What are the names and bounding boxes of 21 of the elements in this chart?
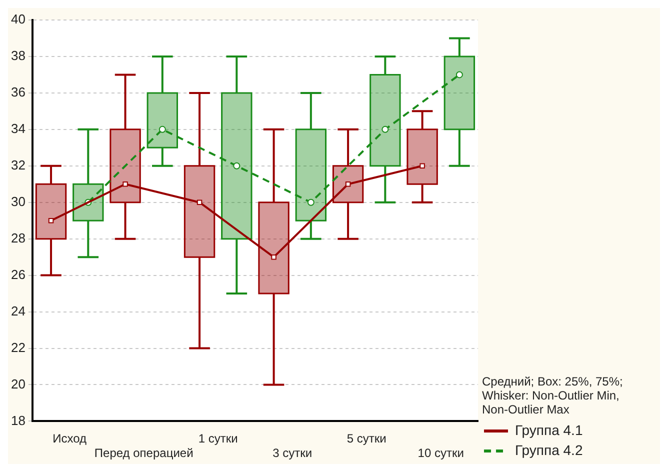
y-tick-label: 28 — [10, 230, 26, 246]
x-tick-label: 3 сутки — [272, 446, 312, 460]
x-tick-label: Перед операцией — [94, 446, 194, 460]
y-tick-label: 32 — [10, 157, 26, 172]
y-tick-label: 26 — [10, 266, 26, 282]
y-tick-label: 34 — [10, 120, 26, 136]
legend-label: Группа 4.1 — [515, 422, 583, 438]
text: Средний; Box: 25%, 75%; Whisker: Non-Outlier Min, Non-Outlier Max — [482, 374, 623, 416]
y-tick-label: 18 — [10, 412, 26, 428]
y-tick-label: 20 — [10, 376, 26, 392]
y-tick-label: 36 — [10, 84, 26, 100]
legend-label: Группа 4.2 — [515, 442, 583, 458]
y-tick-label: 40 — [10, 12, 26, 27]
y-tick-label: 30 — [10, 194, 26, 209]
x-tick-label: 5 сутки — [346, 432, 386, 446]
x-tick-label: 10 сутки — [418, 446, 464, 460]
y-tick-label: 38 — [10, 48, 26, 64]
x-tick-label: 1 сутки — [198, 432, 238, 446]
y-tick-label: 24 — [10, 303, 26, 318]
y-tick-label: 22 — [10, 340, 26, 355]
x-tick-label: Исход — [52, 432, 87, 446]
